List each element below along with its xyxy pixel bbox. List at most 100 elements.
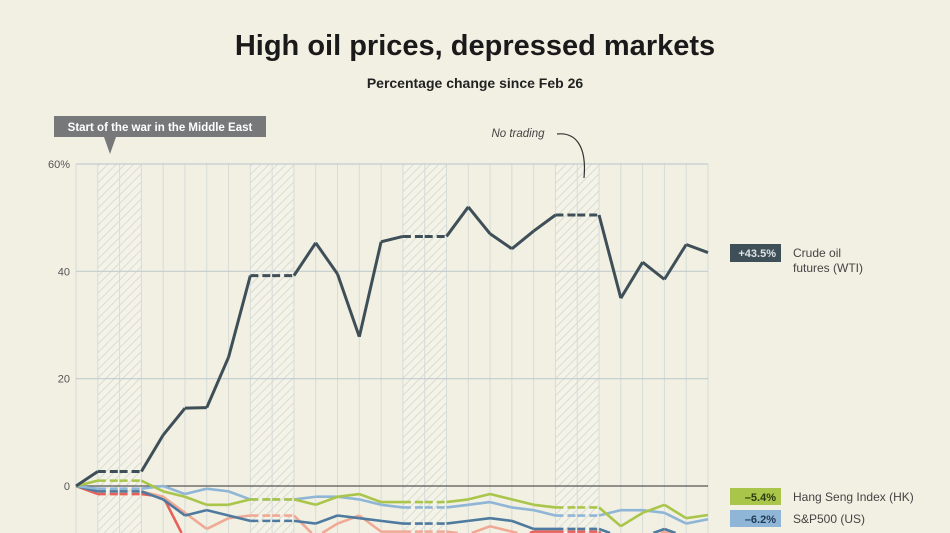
series-3-segment	[663, 527, 676, 533]
series-0-segment	[467, 205, 492, 235]
series-4-segment	[228, 514, 251, 520]
series-3-segment	[468, 516, 491, 523]
series-1-segment	[358, 492, 382, 504]
oil-badge	[730, 244, 781, 262]
series-4-segment	[206, 517, 230, 531]
series-1-segment	[533, 503, 556, 509]
series-2-segment	[663, 511, 687, 525]
oil-legend-line: Crude oil	[793, 246, 841, 260]
series-1-segment	[598, 506, 622, 528]
series-3-segment	[652, 527, 665, 533]
series-1-segment	[620, 511, 644, 528]
series-1-segment	[293, 498, 317, 507]
series-0-segment	[685, 243, 709, 254]
series-4-segment	[321, 522, 339, 533]
series-1-segment	[446, 498, 469, 504]
series-3-segment	[140, 490, 164, 501]
series-2-segment	[293, 495, 316, 501]
series-2-segment	[206, 487, 229, 493]
chart-subtitle: Percentage change since Feb 26	[366, 75, 584, 91]
series-3-segment	[315, 514, 338, 525]
chart-title: High oil prices, depressed markets	[234, 30, 716, 62]
no-trading-label: No trading	[491, 128, 545, 140]
series-4-segment	[162, 495, 186, 514]
series-0-segment	[532, 213, 557, 233]
series-0-segment	[445, 206, 470, 238]
series-2-segment	[489, 500, 513, 509]
y-tick-label: 0	[64, 481, 70, 493]
series-0-segment	[489, 232, 513, 251]
series-0-segment	[663, 243, 688, 281]
series-0-segment	[292, 242, 317, 277]
series-1-segment	[228, 498, 251, 507]
series-3-segment	[293, 519, 316, 525]
series-3-segment	[228, 514, 251, 523]
series-1-segment	[337, 492, 360, 499]
series-4-segment	[489, 524, 513, 533]
oil-legend-line: futures (WTI)	[793, 261, 863, 275]
series-0-segment	[336, 273, 361, 338]
series-2-segment	[184, 487, 208, 496]
war-start-label: Start of the war in the Middle East	[68, 122, 253, 134]
series-2-segment	[468, 500, 491, 507]
series-1-segment	[184, 495, 208, 507]
hang-seng-badge-value: –5.4%	[745, 492, 776, 504]
sp500-badge	[730, 510, 781, 527]
series-0-segment	[510, 229, 535, 250]
hang-seng-badge	[730, 488, 781, 505]
no-trading-arrow	[556, 133, 586, 179]
sp500-badge-value: –6.2%	[745, 514, 776, 526]
series-3-segment	[598, 527, 611, 533]
series-2-segment	[380, 503, 404, 509]
series-3-segment	[446, 519, 469, 525]
series-2-segment	[511, 506, 534, 512]
series-0-segment	[227, 275, 252, 358]
series-0-segment	[162, 407, 187, 436]
series-3-segment	[511, 519, 535, 531]
y-tick-label: 60%	[48, 159, 70, 171]
series-3-segment	[380, 519, 404, 525]
series-2-segment	[75, 484, 98, 490]
series-3-segment	[337, 514, 360, 520]
series-2-segment	[162, 484, 186, 496]
series-0-segment	[380, 234, 404, 244]
oil-legend: Crude oil futures (WTI)	[793, 246, 863, 275]
series-0-segment	[184, 406, 207, 410]
series-3-segment	[184, 508, 208, 517]
series-0-segment	[140, 434, 165, 473]
series-3-segment	[359, 516, 382, 523]
sp500-legend: S&P500 (US)	[793, 512, 865, 526]
series-2-segment	[358, 498, 382, 507]
hang-seng-legend: Hang Seng Index (HK)	[793, 490, 914, 504]
series-2-segment	[598, 508, 622, 517]
series-2-segment	[446, 503, 469, 509]
series-0-segment	[619, 261, 644, 299]
series-1-segment	[162, 490, 186, 498]
series-0-segment	[597, 214, 623, 299]
war-start-callout	[54, 116, 266, 137]
series-4-segment	[471, 525, 491, 533]
series-1-segment	[140, 479, 164, 493]
series-3-segment	[162, 498, 186, 517]
series-2-segment	[533, 508, 556, 517]
series-3-segment	[206, 508, 229, 517]
series-2-segment	[228, 490, 251, 501]
series-0-segment	[357, 241, 383, 338]
series-1-segment	[686, 513, 709, 520]
series-1-segment	[489, 492, 513, 501]
series-2-segment	[685, 517, 709, 525]
series-1-segment	[511, 498, 534, 507]
series-0-segment	[75, 470, 99, 488]
series-1-segment	[642, 503, 665, 515]
series-1-segment	[315, 495, 338, 507]
series-4-segment	[293, 514, 313, 533]
oil-badge-value: +43.5%	[738, 248, 776, 260]
y-tick-label: 40	[58, 266, 70, 278]
series-3-segment	[489, 516, 513, 523]
series-0-segment	[641, 261, 666, 281]
series-0-segment	[205, 356, 230, 409]
callout-pointer	[104, 137, 116, 154]
y-tick-label: 20	[58, 374, 70, 386]
series-1-segment	[467, 492, 491, 501]
